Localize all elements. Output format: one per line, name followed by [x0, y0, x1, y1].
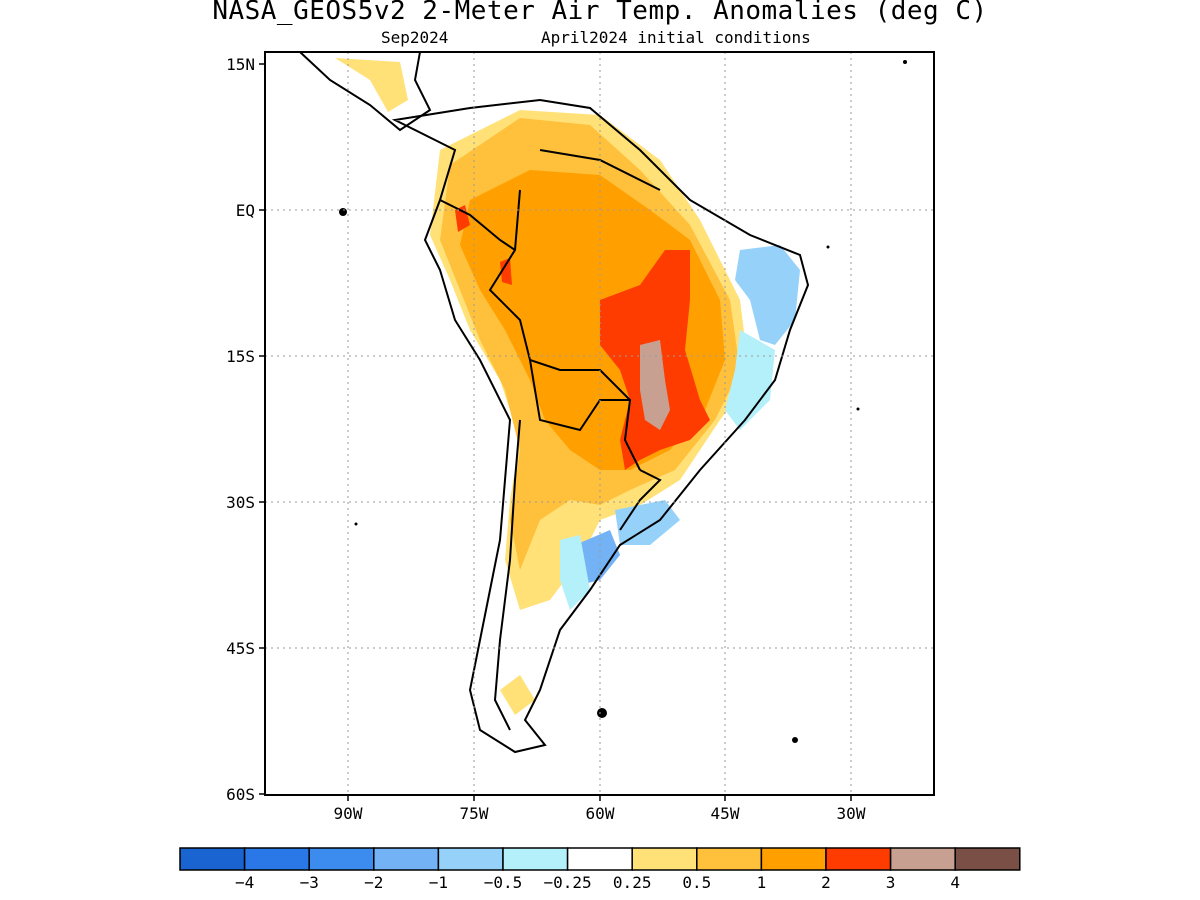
anomaly-3-region: [640, 340, 670, 430]
colorbar-swatch: [954, 847, 1021, 871]
colorbar-swatch: [825, 847, 892, 871]
anomaly-0.25-central-america: [335, 58, 408, 112]
colorbar-swatch: [243, 847, 310, 871]
colorbar-label: 3: [886, 873, 896, 892]
south-georgia: [792, 737, 798, 743]
colorbar-swatch: [373, 847, 440, 871]
continent-outline: [391, 98, 810, 754]
falkland-islands: [597, 708, 607, 718]
colorbar-label: 1: [757, 873, 767, 892]
anomaly-0.25-patagonia: [500, 675, 535, 715]
colorbar-swatch: [760, 847, 827, 871]
initial-conditions: April2024 initial conditions: [541, 28, 811, 47]
colorbar-swatch: [437, 847, 504, 871]
lat-label: 15S: [226, 347, 255, 366]
lat-label: EQ: [236, 201, 255, 220]
colorbar-label: −0.25: [544, 873, 592, 892]
colorbar-label: −4: [235, 873, 254, 892]
colorbar-label: −2: [364, 873, 383, 892]
colorbar-label: −0.5: [484, 873, 523, 892]
central-america-outline: [299, 52, 432, 132]
colorbar-label: 0.25: [613, 873, 652, 892]
map-field: [300, 52, 808, 752]
caribbean-island: [903, 60, 907, 64]
border-brazil-south: [619, 469, 662, 531]
colorbar-swatch: [696, 847, 763, 871]
border-bolivia: [529, 359, 630, 432]
colorbar-swatch: [502, 847, 569, 871]
lat-label: 60S: [226, 785, 255, 804]
anomaly-neg-east-coast: [725, 330, 775, 430]
country-borders: [299, 52, 810, 754]
juan-fernandez: [354, 522, 358, 526]
longitude-labels: 90W 75W 60W 45W 30W: [334, 804, 866, 823]
border-venezuela-guiana: [539, 149, 661, 191]
colorbar-swatch: [308, 847, 375, 871]
anomaly-2-amazon-west: [500, 258, 512, 285]
colorbar-label: −3: [300, 873, 319, 892]
forecast-month: Sep2024: [381, 28, 449, 47]
colorbar-label: 2: [821, 873, 831, 892]
tick-marks: [259, 63, 852, 801]
fernando-de-noronha: [826, 245, 830, 249]
colorbar-label: 0.5: [682, 873, 711, 892]
border-peru-ecuador: [439, 199, 516, 251]
trindade-island: [856, 407, 860, 411]
colorbar-label: −1: [429, 873, 448, 892]
colorbar-swatch: [889, 847, 956, 871]
colorbar: −4 −3 −2 −1 −0.5 −0.25 0.25 0.5 1 2 3 4: [179, 847, 1021, 892]
latitude-labels: 15N EQ 15S 30S 45S 60S: [226, 55, 255, 804]
anomaly-neg-argentina-light: [560, 535, 590, 610]
colorbar-swatch: [631, 847, 698, 871]
lon-label: 45W: [711, 804, 740, 823]
galapagos-islands: [339, 208, 347, 216]
lon-label: 60W: [586, 804, 615, 823]
anomaly-2-peru: [455, 205, 470, 232]
lon-label: 90W: [334, 804, 363, 823]
border-brazil-west: [488, 189, 641, 471]
lon-label: 75W: [460, 804, 489, 823]
islands: [339, 60, 907, 743]
graticule: [265, 52, 934, 795]
colorbar-label: 4: [950, 873, 960, 892]
anomaly-neg-northeast-brazil: [735, 245, 800, 345]
anomaly-neg-uruguay: [615, 500, 680, 545]
map-title: NASA_GEOS5v2 2-Meter Air Temp. Anomalies…: [212, 0, 988, 26]
lat-label: 30S: [226, 493, 255, 512]
colorbar-swatch: [566, 847, 633, 871]
lon-label: 30W: [837, 804, 866, 823]
colorbar-swatch: [179, 847, 246, 871]
lat-label: 15N: [226, 55, 255, 74]
lat-label: 45S: [226, 639, 255, 658]
border-chile-argentina: [493, 419, 521, 731]
